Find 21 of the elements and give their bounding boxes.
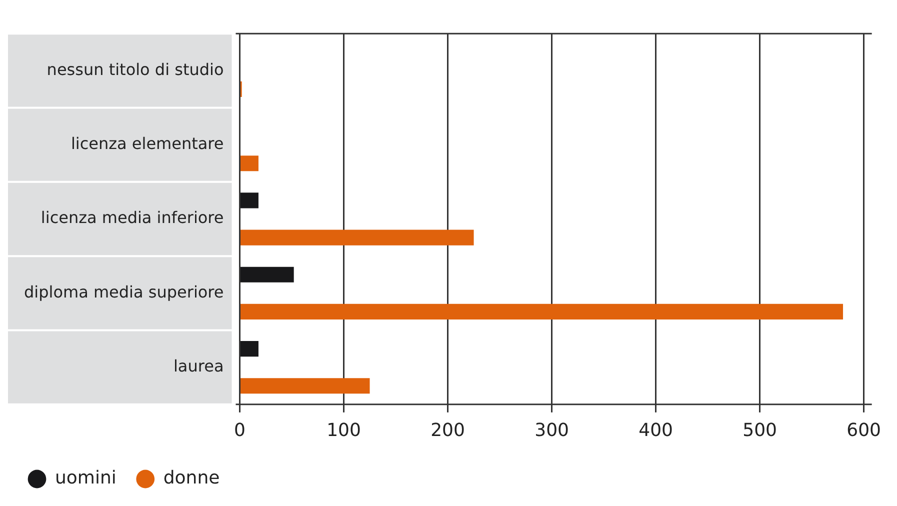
y-tick-label: diploma media superiore [24, 282, 224, 302]
bar [240, 230, 474, 246]
y-tick-label: licenza media inferiore [40, 208, 224, 228]
bar [240, 340, 258, 357]
x-tick-label: 600 [846, 420, 881, 441]
bar [240, 156, 258, 172]
legend-label: uomini [55, 468, 116, 489]
x-tick-label: 0 [234, 420, 246, 441]
bar [240, 266, 294, 282]
x-tick-label: 500 [742, 420, 777, 441]
x-tick-label: 300 [534, 420, 569, 441]
legend-label: donne [163, 468, 220, 489]
x-tick-label: 400 [638, 420, 673, 441]
bar [240, 378, 370, 394]
x-tick-label: 100 [326, 420, 361, 441]
x-tick-label: 200 [430, 420, 465, 441]
y-tick-label: licenza elementare [70, 134, 224, 153]
bar [240, 192, 258, 208]
y-tick-label: laurea [173, 356, 224, 376]
bar [240, 304, 844, 320]
y-tick-label: nessun titolo di studio [46, 60, 224, 79]
